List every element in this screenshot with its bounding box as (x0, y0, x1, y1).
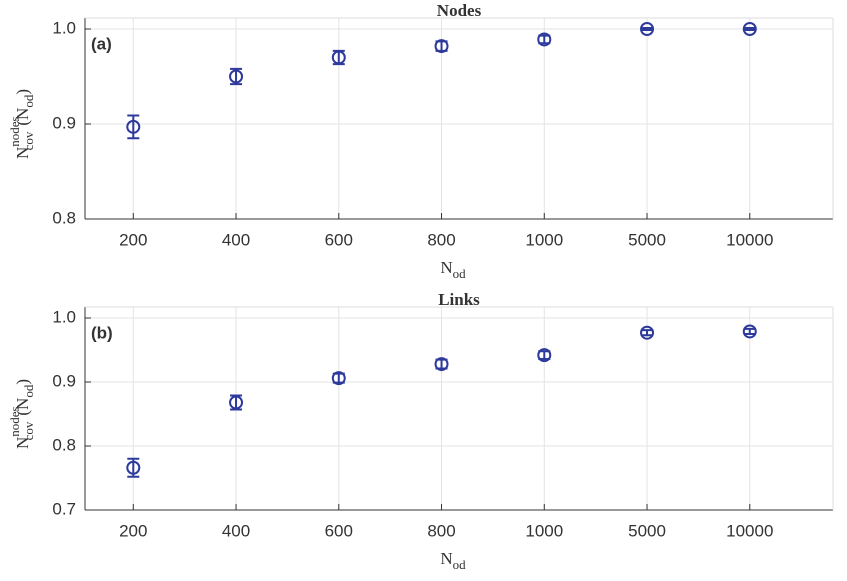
x-tick-label: 800 (427, 521, 455, 540)
data-point (434, 39, 449, 54)
panel-label: (a) (91, 34, 112, 53)
plot-area (85, 307, 833, 510)
data-point (640, 325, 655, 340)
x-tick-label: 10000 (726, 521, 773, 540)
data-point (331, 371, 346, 386)
x-tick-label: 400 (222, 230, 250, 249)
x-tick-label: 400 (222, 521, 250, 540)
data-point (742, 324, 757, 339)
y-tick-label: 1.0 (52, 18, 76, 37)
data-point (640, 22, 655, 36)
x-tick-label: 1000 (525, 521, 563, 540)
chart-title: Nodes (437, 1, 482, 20)
y-label-sub: cov (21, 421, 36, 440)
y-axis-label: Nnodescov (Nod) (7, 379, 36, 449)
y-tick-label: 0.9 (52, 371, 76, 390)
x-tick-label: 5000 (628, 230, 666, 249)
y-label-sub: cov (21, 131, 36, 150)
error-bar (743, 327, 756, 335)
data-point (537, 348, 552, 363)
x-tick-label: 600 (325, 230, 353, 249)
y-axis-label-group: Nnodescov (Nod) (7, 89, 36, 159)
y-label-sup: nodes (7, 116, 22, 146)
error-bar (641, 329, 654, 337)
y-label-sup: nodes (7, 406, 22, 436)
panel-label: (b) (91, 323, 113, 342)
y-label-base: N (13, 437, 32, 449)
x-tick-label: 600 (325, 521, 353, 540)
y-axis-label-group: Nnodescov (Nod) (7, 379, 36, 449)
y-label-tail: (N (13, 108, 32, 126)
chart-title: Links (438, 290, 480, 309)
x-tick-label: 1000 (525, 230, 563, 249)
y-tick-label: 0.9 (52, 113, 76, 132)
y-label-close: ) (13, 89, 32, 95)
error-bar (127, 114, 140, 140)
y-axis-label: Nnodescov (Nod) (7, 89, 36, 159)
data-point (331, 50, 346, 65)
y-label-tail: (N (13, 398, 32, 416)
y-tick-label: 0.8 (52, 435, 76, 454)
x-label-sub: od (453, 557, 467, 572)
plot-area (85, 18, 833, 219)
error-bar (641, 27, 654, 31)
y-label-tail-sub: od (21, 384, 36, 398)
y-tick-label: 1.0 (52, 307, 76, 326)
x-label-base: N (440, 549, 452, 568)
x-tick-label: 800 (427, 230, 455, 249)
data-point (537, 32, 552, 47)
x-tick-label: 200 (119, 521, 147, 540)
x-tick-label: 200 (119, 230, 147, 249)
x-tick-label: 10000 (726, 230, 773, 249)
x-axis-label: Nod (440, 258, 466, 281)
data-point (229, 395, 244, 410)
data-point (742, 22, 757, 36)
error-bar (743, 27, 756, 31)
y-label-close: ) (13, 379, 32, 385)
y-label-tail-sub: od (21, 94, 36, 108)
error-bar (230, 394, 243, 411)
x-label-sub: od (453, 266, 467, 281)
data-point (126, 119, 141, 134)
x-label-base: N (440, 258, 452, 277)
data-point (126, 460, 141, 475)
x-tick-label: 5000 (628, 521, 666, 540)
x-axis-label: Nod (440, 549, 466, 572)
y-tick-label: 0.8 (52, 208, 76, 227)
y-label-base: N (13, 147, 32, 159)
data-point (229, 69, 244, 84)
data-point (434, 357, 449, 372)
y-tick-label: 0.7 (52, 499, 76, 518)
